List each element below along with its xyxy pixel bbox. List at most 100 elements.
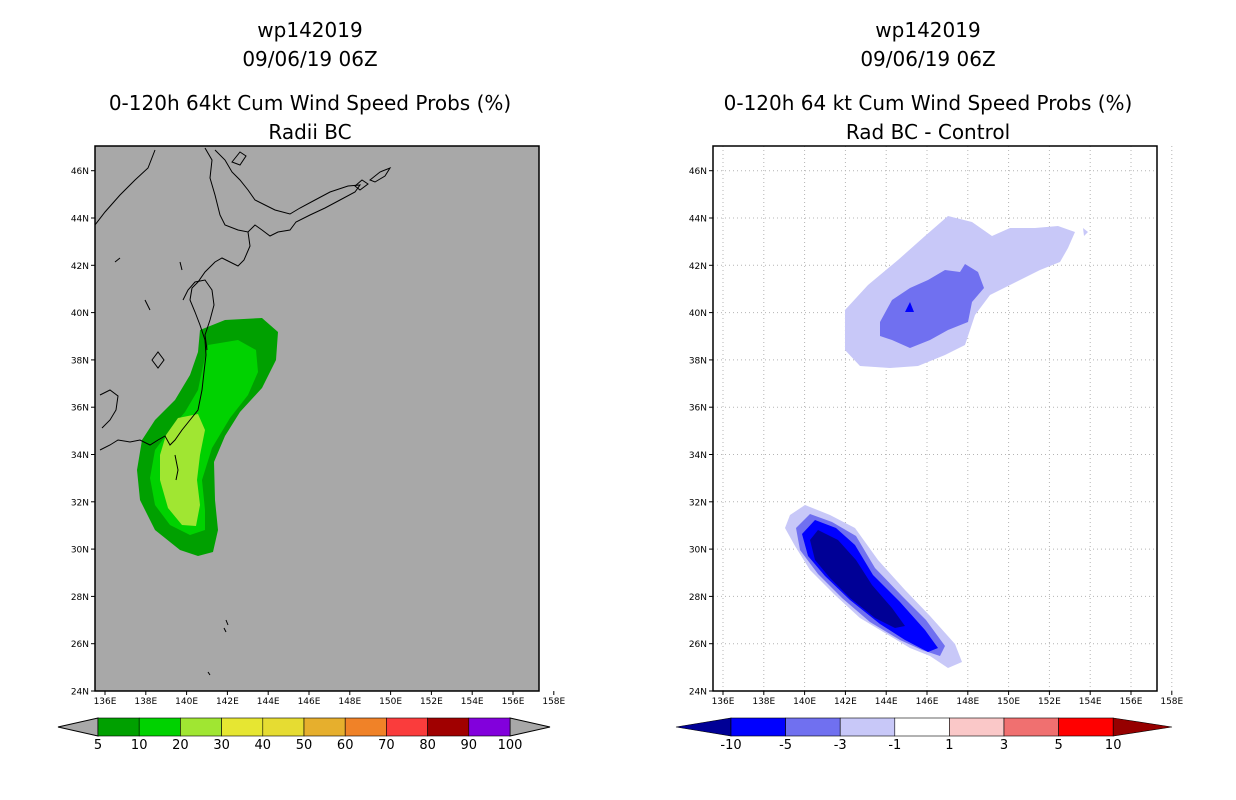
lon-label: 150E xyxy=(997,697,1020,707)
left-colorbar-label: 5 xyxy=(94,738,102,753)
lat-label: 30N xyxy=(689,546,707,556)
left-storm-id: wp142019 xyxy=(257,18,363,42)
right-contour-neg10-south xyxy=(810,530,905,628)
lon-label: 144E xyxy=(257,697,280,707)
lat-label: 36N xyxy=(689,404,707,414)
lat-label: 28N xyxy=(689,593,707,603)
right-colorbar-swatch xyxy=(894,717,950,737)
right-colorbar-swatch xyxy=(949,717,1005,737)
left-colorbar-swatch xyxy=(97,717,140,737)
lat-label: 38N xyxy=(689,356,707,366)
right-colorbar-label: 3 xyxy=(1000,738,1008,753)
left-colorbar-swatch xyxy=(468,717,511,737)
lat-label: 44N xyxy=(689,215,707,225)
lon-label: 146E xyxy=(298,697,321,707)
left-colorbar-swatch xyxy=(262,717,305,737)
right-subtitle: Rad BC - Control xyxy=(845,120,1011,144)
left-colorbar-label: 100 xyxy=(498,738,523,753)
right-storm-id: wp142019 xyxy=(875,18,981,42)
lat-label: 28N xyxy=(71,593,89,603)
left-contour-20pct xyxy=(160,414,205,526)
left-colorbar-swatch xyxy=(386,717,428,737)
left-colorbar-label: 30 xyxy=(213,738,230,753)
right-colorbar-label: -5 xyxy=(779,738,792,753)
lon-label: 154E xyxy=(461,697,484,707)
lat-label: 40N xyxy=(71,309,89,319)
left-colorbar-label: 70 xyxy=(378,738,395,753)
lat-label: 36N xyxy=(71,404,89,414)
lat-label: 44N xyxy=(71,215,89,225)
lon-label: 148E xyxy=(338,697,361,707)
right-colorbar-swatch xyxy=(839,717,896,737)
right-colorbar-label: -1 xyxy=(888,738,901,753)
right-colorbar: -10 -5 -3 -1 1 3 5 10 xyxy=(675,717,1173,753)
right-gridlines xyxy=(713,146,1173,692)
right-colorbar-swatch xyxy=(1058,717,1114,737)
left-colorbar-swatch xyxy=(427,717,470,737)
left-colorbar-high-arrow xyxy=(509,717,551,737)
right-colorbar-high-arrow xyxy=(1112,717,1173,737)
lon-label: 138E xyxy=(752,697,775,707)
lat-label: 26N xyxy=(689,640,707,650)
lon-label: 146E xyxy=(916,697,939,707)
lon-label: 156E xyxy=(1120,697,1143,707)
lon-label: 148E xyxy=(956,697,979,707)
lat-label: 32N xyxy=(689,498,707,508)
lat-label: 24N xyxy=(71,688,89,698)
lon-label: 150E xyxy=(379,697,402,707)
lat-label: 38N xyxy=(71,356,89,366)
left-colorbar-swatch xyxy=(303,717,346,737)
lat-label: 46N xyxy=(689,167,707,177)
lat-label: 34N xyxy=(71,451,89,461)
left-colorbar-swatch xyxy=(138,717,181,737)
left-datetime: 09/06/19 06Z xyxy=(242,47,378,71)
right-title: 0-120h 64 kt Cum Wind Speed Probs (%) xyxy=(723,91,1133,115)
right-contour-neg5-north xyxy=(905,302,914,312)
right-colorbar-label: 5 xyxy=(1054,738,1062,753)
left-colorbar-label: 40 xyxy=(255,738,272,753)
lat-label: 42N xyxy=(71,262,89,272)
right-colorbar-low-arrow xyxy=(675,717,732,737)
right-lon-axis: 136E 138E 140E 142E 144E 146E 148E 150E 152E 154E… xyxy=(712,691,1184,707)
right-difference-contours xyxy=(785,216,1088,668)
lon-label: 138E xyxy=(134,697,157,707)
lat-label: 46N xyxy=(71,167,89,177)
lon-label: 140E xyxy=(793,697,816,707)
lat-label: 26N xyxy=(71,640,89,650)
left-colorbar-swatch xyxy=(221,717,264,737)
lon-label: 140E xyxy=(175,697,198,707)
left-lon-axis: 136E 138E 140E 142E 144E 146E 148E 150E 152E 154E… xyxy=(94,691,566,707)
lon-label: 136E xyxy=(94,697,117,707)
lon-label: 142E xyxy=(834,697,857,707)
left-subtitle: Radii BC xyxy=(268,120,352,144)
lon-label: 144E xyxy=(875,697,898,707)
lat-label: 30N xyxy=(71,546,89,556)
right-lat-axis: 24N 26N 28N 30N 32N 34N 36N 38N 40N 42N 44N 46N xyxy=(689,167,713,698)
lon-label: 156E xyxy=(502,697,525,707)
left-colorbar: 5 10 20 30 40 50 60 70 80 90 100 xyxy=(57,717,551,753)
lon-label: 142E xyxy=(216,697,239,707)
lon-label: 158E xyxy=(542,697,565,707)
left-colorbar-label: 90 xyxy=(461,738,478,753)
lon-label: 136E xyxy=(712,697,735,707)
right-map-frame xyxy=(712,145,1158,692)
lat-label: 24N xyxy=(689,688,707,698)
left-colorbar-swatch xyxy=(180,717,222,737)
right-colorbar-label: -3 xyxy=(834,738,847,753)
right-colorbar-swatch xyxy=(1003,717,1059,737)
left-colorbar-swatch xyxy=(344,717,387,737)
right-contour-neg1-islet xyxy=(1083,228,1088,236)
lon-label: 152E xyxy=(1038,697,1061,707)
lat-label: 42N xyxy=(689,262,707,272)
left-colorbar-label: 10 xyxy=(131,738,148,753)
left-map-frame xyxy=(94,145,540,692)
right-colorbar-swatch xyxy=(730,717,786,737)
left-colorbar-label: 80 xyxy=(419,738,436,753)
left-colorbar-label: 20 xyxy=(172,738,189,753)
right-colorbar-swatch xyxy=(785,717,841,737)
right-colorbar-label: 10 xyxy=(1105,738,1122,753)
right-colorbar-label: -10 xyxy=(720,738,741,753)
right-datetime: 09/06/19 06Z xyxy=(860,47,996,71)
left-colorbar-label: 60 xyxy=(337,738,354,753)
